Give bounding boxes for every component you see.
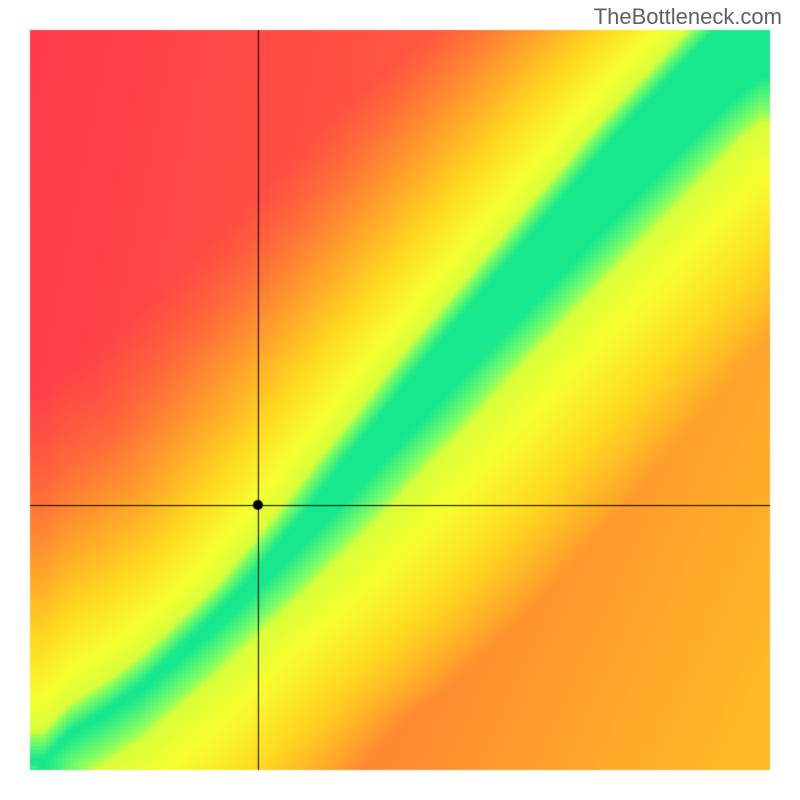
watermark-text: TheBottleneck.com	[594, 4, 782, 30]
chart-container: TheBottleneck.com	[0, 0, 800, 800]
bottleneck-heatmap	[0, 0, 800, 800]
